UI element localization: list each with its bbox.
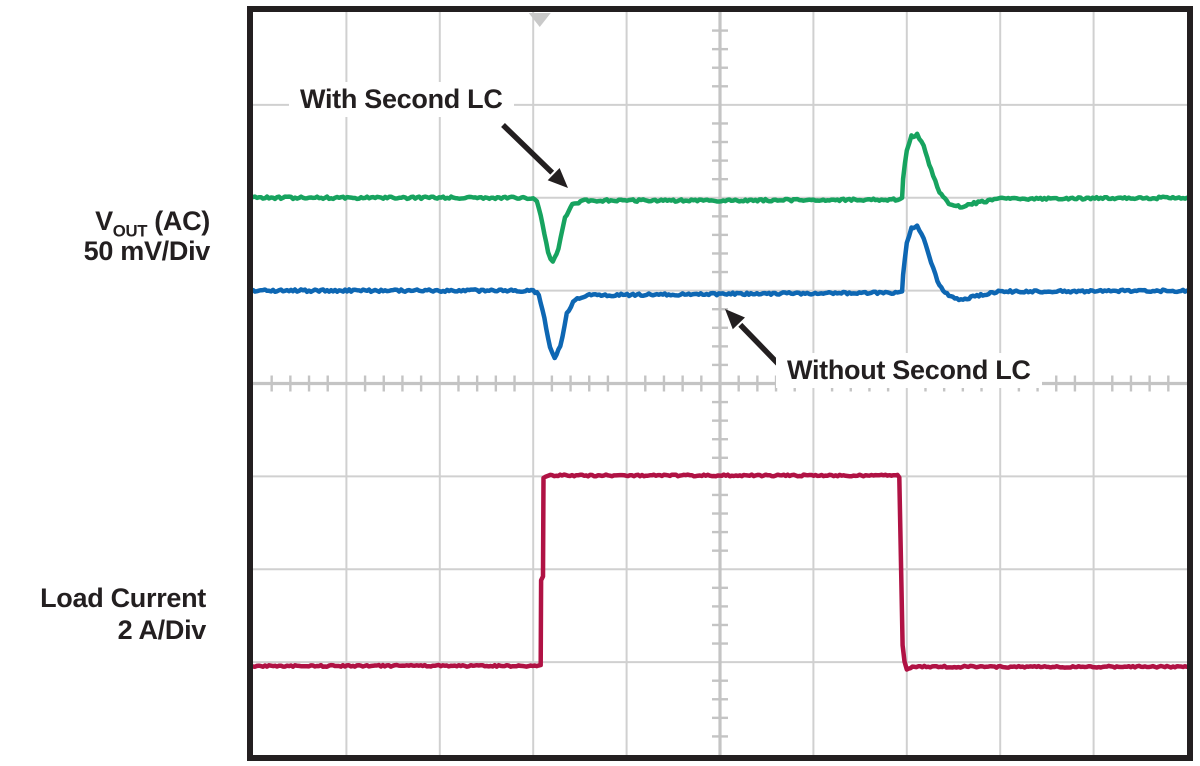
annotation-with-second-lc: With Second LC [289, 82, 514, 117]
vout-label-subscript: OUT [112, 221, 148, 241]
vout-scale-label: 50 mV/Div [83, 236, 211, 266]
with-second-lc-arrow [501, 123, 568, 188]
annotation-without-second-lc: Without Second LC [776, 353, 1042, 388]
trigger-marker-icon [528, 13, 551, 27]
trace-load-current [250, 472, 1190, 672]
vout-label-ac: (AC) [154, 206, 210, 236]
graticule-center-axes [253, 12, 1187, 755]
load-current-scale-label: 2 A/Div [117, 615, 207, 645]
vout-label-v: V [95, 206, 113, 236]
vout-axis-label-line1: VOUT (AC) [0, 206, 210, 239]
plot-border [247, 6, 1193, 761]
trace-without-second-lc [250, 223, 1190, 361]
trace-with-second-lc [250, 131, 1190, 264]
load-current-axis-label: Load Current 2 A/Div [0, 582, 206, 646]
load-current-label-line1: Load Current [40, 583, 206, 613]
vout-axis-label: VOUT (AC) 50 mV/Div [0, 206, 211, 266]
